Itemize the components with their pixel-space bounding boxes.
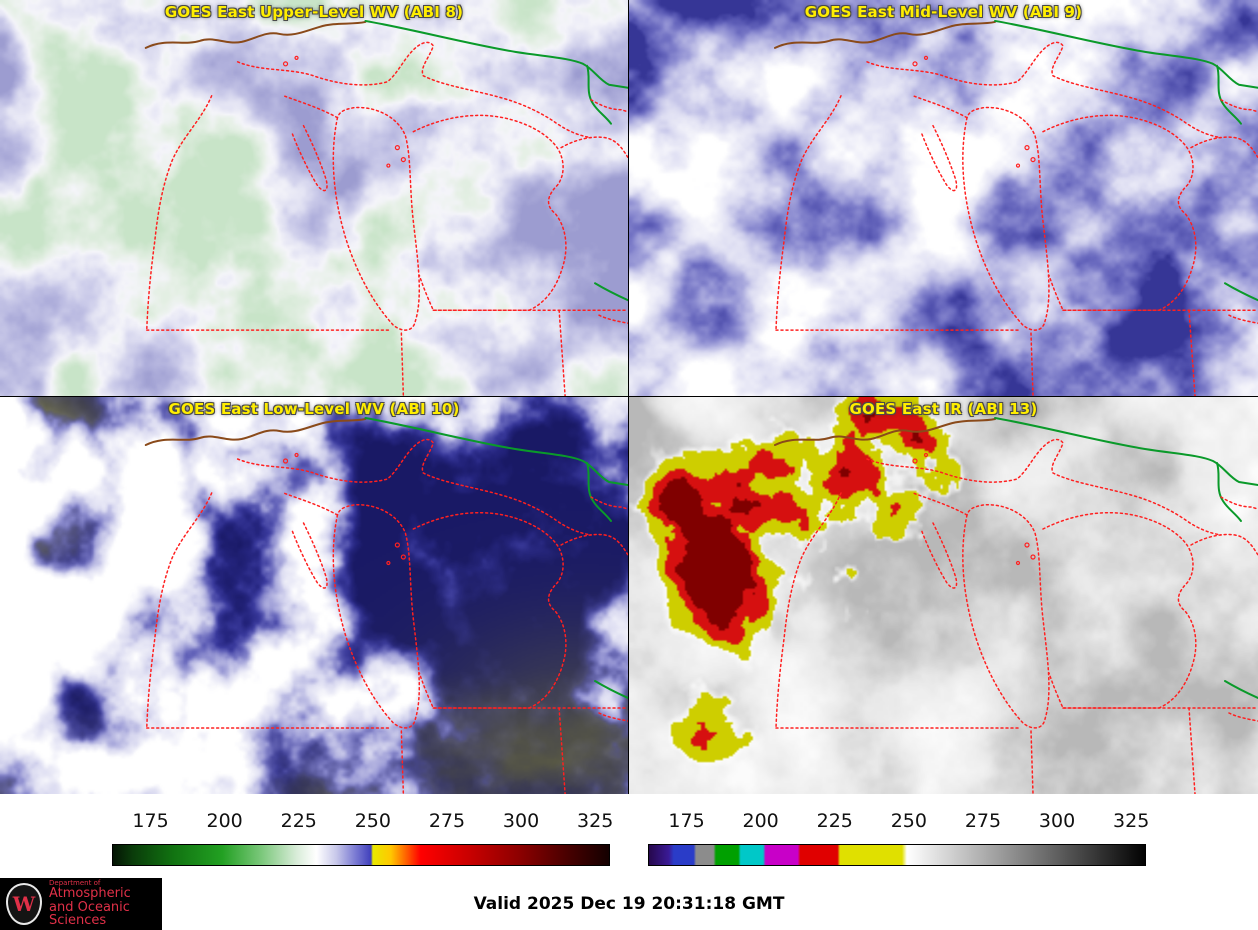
- colorbar-tick: 200: [206, 810, 243, 832]
- valid-time-label: Valid 2025 Dec 19 20:31:18 GMT: [473, 894, 785, 914]
- colorbar-tick: 250: [354, 810, 391, 832]
- panel-abi8: GOES East Upper-Level WV (ABI 8): [0, 0, 629, 397]
- panel-abi10: GOES East Low-Level WV (ABI 10): [0, 397, 629, 794]
- panel-title-abi10: GOES East Low-Level WV (ABI 10): [168, 400, 460, 418]
- colorbar-tick: 325: [577, 810, 614, 832]
- uw-aos-logo: W Department of Atmospheric and Oceanic …: [0, 878, 162, 930]
- colorbar-tick: 175: [668, 810, 705, 832]
- uw-crest-icon: W: [6, 883, 42, 925]
- colorbar-tick: 275: [964, 810, 1002, 832]
- map-boundaries-overlay: [144, 19, 628, 396]
- colorbar-tick: 225: [280, 810, 317, 832]
- ir-colorbar-group: 175 200 225 250 275 300 325: [648, 794, 1150, 878]
- logo-dept-line: Department of: [49, 878, 101, 887]
- panel-abi9: GOES East Mid-Level WV (ABI 9): [629, 0, 1258, 397]
- panel-abi13: GOES East IR (ABI 13): [629, 397, 1258, 794]
- colorbar-section: 175 200 225 250 275 300 325 175 200 225 …: [0, 794, 1258, 878]
- ir-colorbar: [648, 844, 1146, 866]
- colorbar-tick: 275: [428, 810, 466, 832]
- logo-text: Department of Atmospheric and Oceanic Sc…: [49, 878, 156, 929]
- colorbar-tick: 250: [890, 810, 927, 832]
- logo-line1: Atmospheric: [49, 886, 131, 902]
- wv-colorbar-ticks: 175 200 225 250 275 300 325: [112, 810, 614, 834]
- colorbar-tick: 175: [132, 810, 169, 832]
- colorbar-tick: 325: [1113, 810, 1150, 832]
- logo-line2: and Oceanic Sciences: [49, 899, 130, 929]
- footer: W Department of Atmospheric and Oceanic …: [0, 878, 1258, 930]
- wv-colorbar: [112, 844, 610, 866]
- colorbar-tick: 200: [742, 810, 779, 832]
- colorbar-tick: 225: [816, 810, 853, 832]
- wv-colorbar-group: 175 200 225 250 275 300 325: [112, 794, 614, 878]
- colorbar-tick: 300: [1038, 810, 1076, 832]
- panel-title-abi13: GOES East IR (ABI 13): [849, 400, 1038, 418]
- map-boundaries-overlay: [144, 417, 628, 794]
- colorbar-tick: 300: [502, 810, 540, 832]
- panel-title-abi8: GOES East Upper-Level WV (ABI 8): [164, 3, 464, 21]
- panel-title-abi9: GOES East Mid-Level WV (ABI 9): [804, 3, 1083, 21]
- map-boundaries-overlay: [774, 19, 1258, 396]
- ir-colorbar-ticks: 175 200 225 250 275 300 325: [648, 810, 1150, 834]
- satellite-quad-panel: GOES East Upper-Level WV (ABI 8) GOES Ea…: [0, 0, 1258, 794]
- crest-letter: W: [12, 892, 36, 916]
- map-boundaries-overlay: [774, 417, 1258, 794]
